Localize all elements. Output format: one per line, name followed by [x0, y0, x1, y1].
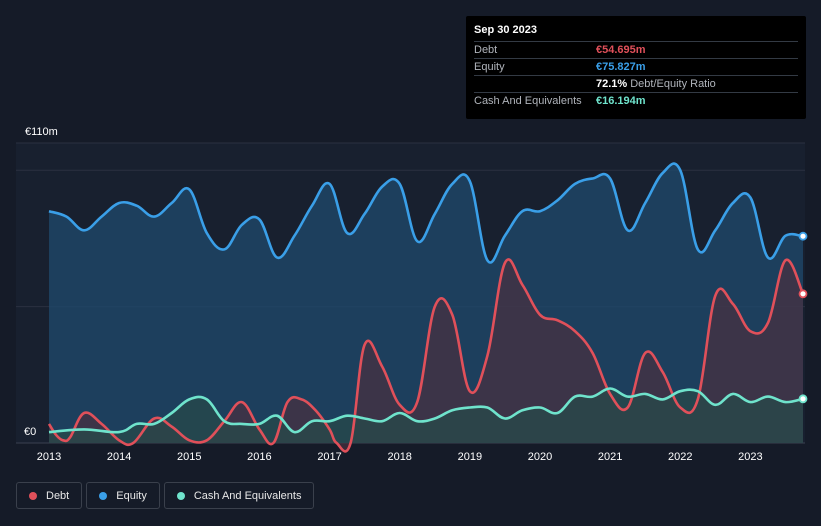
legend-label: Cash And Equivalents: [193, 489, 302, 502]
series-lines: [47, 162, 805, 453]
tooltip-label: Cash And Equivalents: [474, 95, 582, 107]
legend-item-equity[interactable]: Equity: [86, 482, 160, 509]
legend-item-debt[interactable]: Debt: [16, 482, 83, 509]
tooltip-row-cash: Cash And Equivalents €16.194m: [474, 92, 798, 109]
y-axis-top-label: €110m: [25, 126, 58, 138]
tooltip-value-ratio: 72.1%: [596, 78, 628, 90]
tooltip-label: Debt: [474, 44, 498, 56]
legend-dot-cash: [176, 491, 185, 500]
x-tick-label: 2015: [177, 451, 201, 463]
x-tick-label: 2021: [598, 451, 622, 463]
x-tick-label: 2017: [317, 451, 341, 463]
x-tick-label: 2023: [738, 451, 762, 463]
tooltip-date: Sep 30 2023: [474, 24, 537, 36]
line-debt: [47, 258, 805, 453]
tooltip-value-equity: €75.827m: [596, 61, 646, 73]
legend-item-cash[interactable]: Cash And Equivalents: [163, 482, 315, 509]
x-tick-label: 2014: [107, 451, 131, 463]
x-tick-label: 2022: [668, 451, 692, 463]
line-cash-and-equivalents: [48, 387, 804, 434]
series-end-markers: [798, 231, 808, 404]
legend-label: Equity: [116, 489, 147, 502]
x-tick-label: 2016: [247, 451, 271, 463]
end-marker-equity: [798, 231, 808, 241]
x-tick-label: 2018: [387, 451, 411, 463]
tooltip-row-ratio: 72.1% Debt/Equity Ratio: [474, 75, 798, 92]
tooltip-row-equity: Equity €75.827m: [474, 58, 798, 75]
end-marker-debt: [798, 289, 808, 299]
chart-legend: Debt Equity Cash And Equivalents: [16, 482, 315, 509]
area-equity: [49, 163, 803, 443]
line-equity: [48, 162, 804, 264]
tooltip-label: Equity: [474, 61, 505, 73]
end-marker-cash-and-equivalents: [798, 394, 808, 404]
y-axis-bottom-label: €0: [24, 426, 36, 438]
data-tooltip: Sep 30 2023 Debt €54.695m Equity €75.827…: [466, 16, 806, 119]
x-tick-label: 2013: [37, 451, 61, 463]
tooltip-row-debt: Debt €54.695m: [474, 41, 798, 58]
tooltip-value-cash: €16.194m: [596, 95, 646, 107]
tooltip-ratio-label: Debt/Equity Ratio: [630, 78, 716, 90]
tooltip-value-debt: €54.695m: [596, 44, 646, 56]
x-tick-label: 2020: [528, 451, 552, 463]
legend-dot-debt: [29, 491, 37, 500]
x-axis-ticks: 2013 2014 2015 2016 2017 2018 2019 2020 2021 2022…: [37, 451, 763, 463]
x-tick-label: 2019: [458, 451, 482, 463]
legend-label: Debt: [46, 489, 70, 502]
legend-dot-equity: [99, 491, 108, 500]
